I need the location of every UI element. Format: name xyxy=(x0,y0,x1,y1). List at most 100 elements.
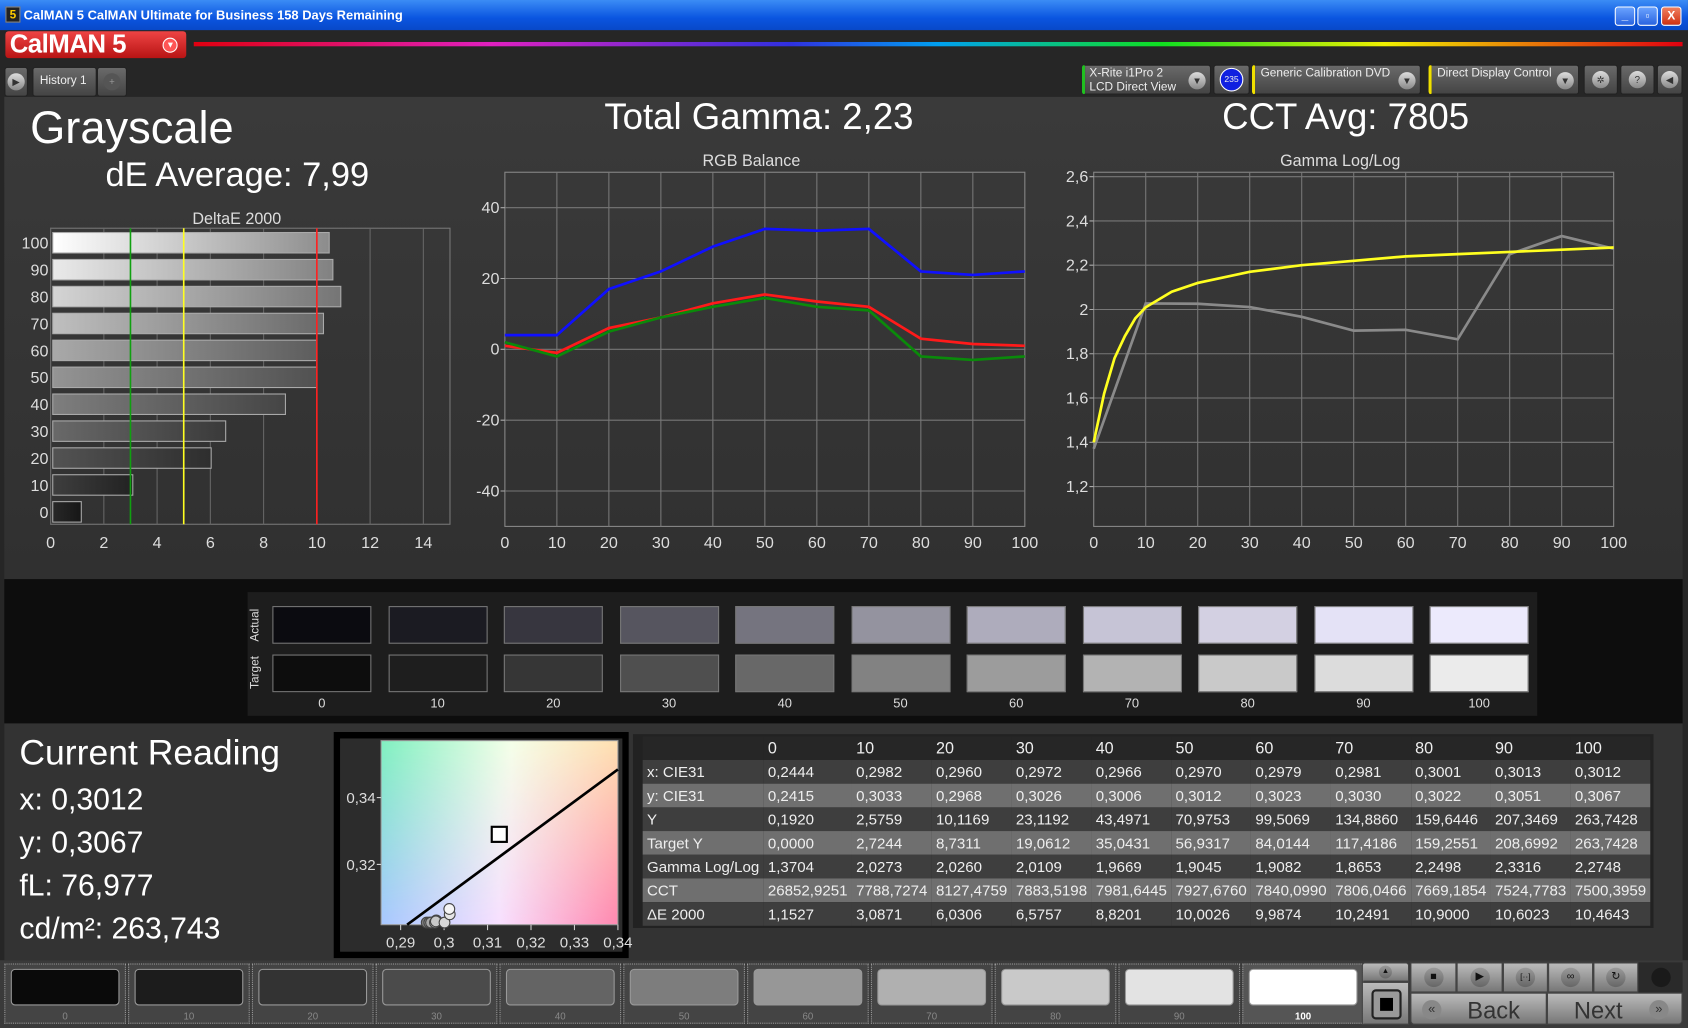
y-tick-label: 20 xyxy=(31,450,49,468)
table-cell: 1,9082 xyxy=(1251,854,1331,879)
x-tick-label: 50 xyxy=(756,534,774,552)
actual-swatch-50 xyxy=(850,606,951,644)
window-title: CalMAN 5 CalMAN Ultimate for Business 15… xyxy=(23,7,403,23)
next-label: Next xyxy=(1573,996,1623,1024)
scroll-up-button[interactable]: ▲ xyxy=(1361,962,1410,982)
table-cell: 7669,1854 xyxy=(1410,878,1491,903)
patch-button-70[interactable]: 70 xyxy=(870,963,993,1024)
table-cell: 56,9317 xyxy=(1171,831,1252,855)
x-tick-label: 0,3 xyxy=(434,934,455,951)
patch-fill xyxy=(1001,968,1110,1006)
table-cell: 0,0000 xyxy=(763,831,852,855)
column-header: 30 xyxy=(1011,736,1092,761)
settings-button[interactable]: ✲ xyxy=(1583,64,1618,95)
refresh-button[interactable]: ↻ xyxy=(1593,962,1639,993)
meter-count-badge: 235 xyxy=(1219,67,1244,92)
play-icon: ▶ xyxy=(1469,967,1490,988)
table-cell: 2,5759 xyxy=(851,807,932,832)
stop-pattern-button[interactable] xyxy=(1361,981,1410,1025)
bar-30 xyxy=(52,420,227,442)
triangle-up-icon: ▲ xyxy=(1378,965,1392,979)
calman-menu-button[interactable]: CalMAN 5 ▼ xyxy=(5,31,187,59)
rgb-chart-title: RGB Balance xyxy=(702,151,801,171)
y-tick-label: -40 xyxy=(476,482,499,500)
x-tick-label: 90 xyxy=(964,534,982,552)
swatch-level-label: 90 xyxy=(1356,695,1371,711)
row-label: CCT xyxy=(642,878,764,903)
x-tick-label: 30 xyxy=(652,534,670,552)
read-series-button[interactable]: [··] xyxy=(1502,962,1549,993)
chevron-down-icon: ▼ xyxy=(1398,72,1416,90)
square-frame-icon xyxy=(1371,989,1402,1020)
help-icon: ? xyxy=(1628,71,1646,89)
y-tick-label: 100 xyxy=(22,235,49,253)
bar-20 xyxy=(52,447,212,469)
help-button[interactable]: ? xyxy=(1620,64,1655,95)
gamma-chart: 2,6 2,4 2,2 2 1,8 1,6 1,4 1,2 0 10 20 30 40 50 60 70 80 9… xyxy=(1066,168,1627,552)
table-cell: 0,3012 xyxy=(1171,783,1252,808)
table-cell: 35,0431 xyxy=(1091,831,1172,855)
y-tick-label: 50 xyxy=(31,369,49,387)
x-tick-label: 0,32 xyxy=(516,934,545,951)
patch-button-80[interactable]: 80 xyxy=(994,963,1117,1024)
reading-fl: fL: 76,977 xyxy=(19,868,154,903)
play-workflow-button[interactable]: ▶ xyxy=(4,66,28,97)
cie-chart: 0,29 0,3 0,31 0,32 0,33 0,34 0,34 0,32 xyxy=(346,740,633,951)
table-cell: 263,7428 xyxy=(1570,831,1651,855)
x-tick-label: 14 xyxy=(414,534,432,552)
table-cell: 7806,0466 xyxy=(1330,878,1411,903)
patch-button-0[interactable]: 0 xyxy=(4,963,126,1024)
meter-badge-button[interactable]: 235 xyxy=(1213,64,1250,95)
collapse-panel-button[interactable]: ◀ xyxy=(1656,64,1683,95)
column-header xyxy=(642,736,764,761)
y-tick-label: -20 xyxy=(476,412,499,430)
meter-name: X-Rite i1Pro 2 xyxy=(1089,66,1164,80)
add-tab-button[interactable]: + xyxy=(96,66,128,97)
target-swatch-70 xyxy=(1082,654,1182,693)
swatch-level-label: 40 xyxy=(777,695,792,711)
minimize-button[interactable]: _ xyxy=(1614,6,1636,26)
table-cell: 159,6446 xyxy=(1410,807,1491,832)
next-button[interactable]: Next » xyxy=(1546,992,1683,1025)
tab-label: History 1 xyxy=(39,74,87,88)
patch-fill xyxy=(258,968,368,1006)
continuous-button[interactable]: ∞ xyxy=(1548,962,1594,993)
table-cell: 0,2981 xyxy=(1330,760,1411,784)
play-button[interactable]: ▶ xyxy=(1456,962,1503,993)
table-cell: 10,4643 xyxy=(1570,902,1651,926)
bar-10 xyxy=(52,474,134,496)
maximize-button[interactable]: ▫ xyxy=(1637,6,1658,26)
x-tick-label: 10 xyxy=(548,534,566,552)
patch-fill xyxy=(134,968,244,1006)
patch-button-40[interactable]: 40 xyxy=(499,963,622,1024)
stop-button[interactable]: ■ xyxy=(1410,962,1457,993)
tab-history-1[interactable]: History 1 xyxy=(32,66,97,97)
patch-button-60[interactable]: 60 xyxy=(747,963,869,1024)
source-dropdown[interactable]: Generic Calibration DVD ▼ xyxy=(1251,64,1421,95)
back-button[interactable]: « Back xyxy=(1410,992,1547,1025)
patch-button-10[interactable]: 10 xyxy=(128,963,250,1024)
patch-button-30[interactable]: 30 xyxy=(375,963,498,1024)
column-header: 10 xyxy=(851,736,932,761)
table-cell: 0,3033 xyxy=(851,783,932,808)
patch-button-50[interactable]: 50 xyxy=(623,963,745,1024)
close-button[interactable]: X xyxy=(1661,6,1682,26)
table-cell: 7524,7783 xyxy=(1490,878,1571,903)
patch-button-90[interactable]: 90 xyxy=(1118,963,1241,1024)
row-label: x: CIE31 xyxy=(642,760,764,784)
column-header: 60 xyxy=(1251,736,1331,761)
bar-80 xyxy=(52,285,342,308)
actual-swatch-0 xyxy=(272,606,372,644)
display-dropdown[interactable]: Direct Display Control ▼ xyxy=(1428,64,1580,95)
actual-swatch-40 xyxy=(735,606,835,644)
target-row-label: Target xyxy=(248,656,262,690)
title-bar: 5 CalMAN 5 CalMAN Ultimate for Business … xyxy=(0,0,1688,31)
patch-label: 40 xyxy=(554,1010,566,1022)
table-cell: 7840,0990 xyxy=(1251,878,1331,903)
meter-dropdown[interactable]: X-Rite i1Pro 2 LCD Direct View ▼ xyxy=(1081,64,1212,95)
reading-cdm2: cd/m²: 263,743 xyxy=(19,911,221,946)
table-cell: 0,2415 xyxy=(763,783,852,808)
patch-button-100[interactable]: 100 xyxy=(1242,963,1364,1024)
patch-button-20[interactable]: 20 xyxy=(251,963,374,1024)
